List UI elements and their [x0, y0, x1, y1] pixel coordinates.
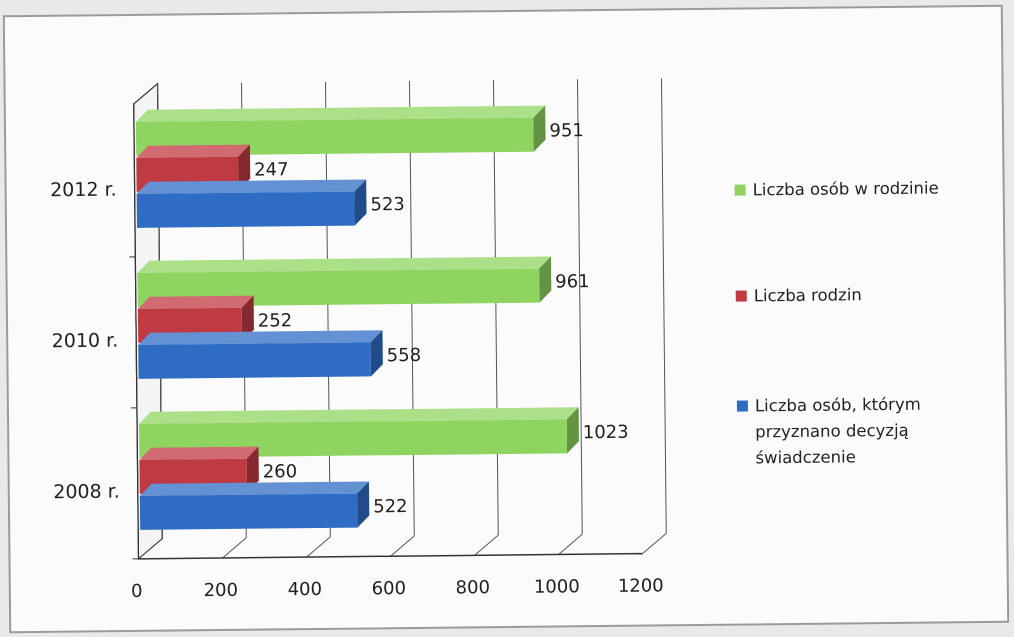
bar-top [135, 105, 546, 122]
bar-top [136, 144, 250, 158]
x-tick-label: 1000 [534, 576, 580, 597]
y-axis-line [133, 103, 140, 559]
gridline [660, 78, 667, 534]
bar-side [241, 295, 254, 342]
gridline [576, 79, 583, 535]
bar [136, 191, 355, 228]
category-label: 2010 r. [52, 330, 119, 353]
bar-top [139, 407, 579, 424]
bar-side [357, 481, 370, 528]
x-tick-label: 400 [288, 579, 323, 600]
floor-gridline [558, 533, 583, 555]
bar-top [139, 446, 259, 460]
legend-label: Liczba osób w rodzinie [752, 178, 939, 200]
floor-gridline [222, 537, 247, 559]
legend-swatch [734, 184, 746, 196]
data-label: 1023 [583, 422, 629, 443]
chart-frame: 0 200 400 600 800 1000 1200 2008 r. 1023 260 522 20… [2, 4, 1010, 634]
gridline [492, 80, 499, 536]
x-tick-label: 0 [131, 581, 143, 602]
floor-gridline [306, 536, 331, 558]
floor-gridline [642, 532, 667, 554]
x-tick-label: 600 [372, 578, 407, 599]
bar-side [533, 105, 546, 152]
category-label: 2008 r. [53, 481, 120, 504]
data-label: 558 [387, 345, 422, 366]
bar-side [566, 407, 579, 454]
data-label: 247 [254, 159, 289, 180]
floor-gridline [474, 534, 499, 556]
x-tick-label: 200 [204, 580, 239, 601]
bar-top [136, 179, 367, 194]
data-label: 260 [263, 461, 298, 482]
bar-top [137, 256, 551, 273]
data-label: 961 [555, 271, 590, 292]
floor-gridline [138, 538, 163, 560]
legend-swatch [736, 400, 748, 412]
bar-top [139, 481, 369, 496]
legend-item-families: Liczba rodzin [735, 281, 999, 310]
bar-side [238, 144, 251, 191]
legend-label: Liczba rodzin [753, 285, 862, 306]
gridline [409, 80, 415, 536]
legend-item-persons-in-family: Liczba osób w rodzinie [734, 175, 998, 204]
data-label: 522 [373, 496, 408, 517]
bar-top [138, 330, 383, 345]
legend-item-persons-granted: Liczba osób, którym przyznano decyzją św… [736, 391, 1001, 472]
bar [139, 493, 358, 530]
bar-side [539, 256, 552, 303]
legend-label: Liczba osób, którym przyznano decyzją św… [754, 394, 921, 468]
floor-gridline [390, 535, 415, 557]
x-tick-label: 800 [456, 577, 491, 598]
bar-chart: 0 200 400 600 800 1000 1200 2008 r. 1023 260 522 20… [50, 78, 667, 602]
x-tick-label: 1200 [618, 575, 664, 596]
bar-side [354, 179, 367, 226]
category-label: 2012 r. [50, 179, 117, 202]
bar-side [246, 446, 259, 493]
data-label: 523 [370, 194, 405, 215]
bar-top [137, 295, 254, 309]
data-label: 252 [258, 310, 293, 331]
bar-side [370, 330, 383, 377]
legend-swatch [735, 290, 747, 302]
bar [138, 342, 371, 379]
gridline [325, 81, 331, 537]
data-label: 951 [549, 120, 584, 141]
x-axis-line [138, 552, 643, 560]
